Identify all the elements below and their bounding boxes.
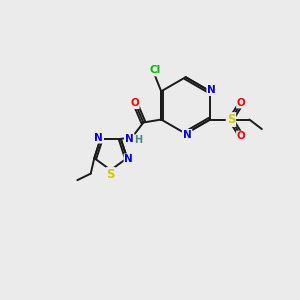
Text: Cl: Cl [149,65,160,76]
Text: N: N [94,133,103,143]
Text: S: S [106,168,115,181]
Text: N: N [207,85,216,95]
Text: N: N [124,154,133,164]
Text: O: O [237,131,246,142]
Text: S: S [227,113,235,126]
Text: H: H [135,135,143,145]
Text: O: O [237,98,246,108]
Text: N: N [125,134,134,144]
Text: N: N [183,130,191,140]
Text: O: O [130,98,139,108]
